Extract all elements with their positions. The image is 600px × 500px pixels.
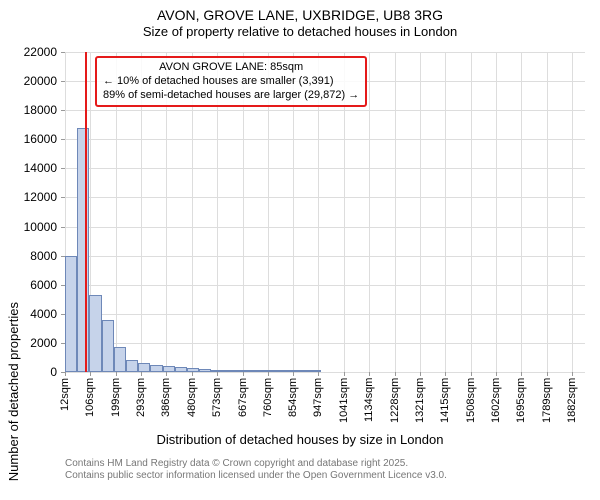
marker-line <box>85 52 87 372</box>
gridline-v <box>369 52 370 372</box>
histogram-bar <box>114 347 126 372</box>
histogram-bar <box>89 295 101 372</box>
xtick-label: 480sqm <box>186 378 198 426</box>
ytick-label: 16000 <box>0 132 57 146</box>
histogram-bar <box>272 370 284 372</box>
histogram-bar <box>163 366 175 372</box>
xtick-label: 1508sqm <box>465 378 477 426</box>
gridline-h <box>65 372 585 373</box>
histogram-bar <box>65 256 77 372</box>
ytick-label: 22000 <box>0 45 57 59</box>
gridline-h <box>65 197 585 198</box>
xtick-label: 12sqm <box>59 378 71 426</box>
xtick-label: 1882sqm <box>566 378 578 426</box>
annotation-line1: AVON GROVE LANE: 85sqm <box>103 61 359 75</box>
attribution-line2: Contains public sector information licen… <box>65 470 447 482</box>
ytick-label: 6000 <box>0 278 57 292</box>
gridline-v <box>395 52 396 372</box>
xtick-label: 1789sqm <box>541 378 553 426</box>
histogram-bar <box>285 370 297 372</box>
xaxis-title: Distribution of detached houses by size … <box>0 432 600 447</box>
xtick-label: 854sqm <box>287 378 299 426</box>
annotation-box: AVON GROVE LANE: 85sqm ← 10% of detached… <box>95 56 367 107</box>
gridline-h <box>65 343 585 344</box>
ytick-label: 18000 <box>0 103 57 117</box>
chart-title-line1: AVON, GROVE LANE, UXBRIDGE, UB8 3RG <box>0 0 600 24</box>
gridline-v <box>572 52 573 372</box>
histogram-bar <box>187 368 199 373</box>
gridline-h <box>65 168 585 169</box>
ytick-label: 20000 <box>0 74 57 88</box>
gridline-h <box>65 256 585 257</box>
gridline-h <box>65 227 585 228</box>
gridline-v <box>445 52 446 372</box>
gridline-v <box>471 52 472 372</box>
gridline-h <box>65 52 585 53</box>
annotation-line3: 89% of semi-detached houses are larger (… <box>103 89 359 103</box>
xtick-label: 199sqm <box>110 378 122 426</box>
ytick-label: 8000 <box>0 249 57 263</box>
xtick-label: 1228sqm <box>389 378 401 426</box>
xtick-label: 947sqm <box>312 378 324 426</box>
histogram-bar <box>150 365 162 372</box>
histogram-bar <box>138 363 150 372</box>
xtick-label: 1602sqm <box>490 378 502 426</box>
histogram-bar <box>102 320 114 372</box>
gridline-v <box>521 52 522 372</box>
histogram-bar <box>260 370 272 372</box>
ytick-label: 12000 <box>0 190 57 204</box>
gridline-h <box>65 314 585 315</box>
histogram-bar <box>224 370 236 372</box>
annotation-line2: ← 10% of detached houses are smaller (3,… <box>103 75 359 89</box>
xtick-label: 1041sqm <box>338 378 350 426</box>
gridline-v <box>420 52 421 372</box>
gridline-v <box>496 52 497 372</box>
xtick-label: 1415sqm <box>439 378 451 426</box>
xtick-label: 1134sqm <box>363 378 375 426</box>
gridline-h <box>65 110 585 111</box>
ytick-label: 0 <box>0 365 57 379</box>
histogram-bar <box>126 360 138 372</box>
ytick-label: 14000 <box>0 161 57 175</box>
xtick-label: 1321sqm <box>414 378 426 426</box>
gridline-h <box>65 139 585 140</box>
attribution: Contains HM Land Registry data © Crown c… <box>65 458 447 482</box>
xtick-label: 573sqm <box>211 378 223 426</box>
histogram-bar <box>175 367 187 372</box>
xtick-label: 386sqm <box>160 378 172 426</box>
chart-title-line2: Size of property relative to detached ho… <box>0 24 600 43</box>
ytick-label: 10000 <box>0 220 57 234</box>
ytick-label: 2000 <box>0 336 57 350</box>
xtick-label: 667sqm <box>237 378 249 426</box>
gridline-v <box>547 52 548 372</box>
xtick-label: 760sqm <box>262 378 274 426</box>
histogram-bar <box>248 370 260 372</box>
histogram-bar <box>297 370 309 372</box>
histogram-bar <box>199 369 211 372</box>
ytick-label: 4000 <box>0 307 57 321</box>
gridline-h <box>65 285 585 286</box>
xtick-label: 293sqm <box>135 378 147 426</box>
xtick-label: 106sqm <box>84 378 96 426</box>
attribution-line1: Contains HM Land Registry data © Crown c… <box>65 458 447 470</box>
histogram-bar <box>77 128 89 372</box>
yaxis-title: Number of detached properties <box>6 302 21 481</box>
xtick-label: 1695sqm <box>515 378 527 426</box>
